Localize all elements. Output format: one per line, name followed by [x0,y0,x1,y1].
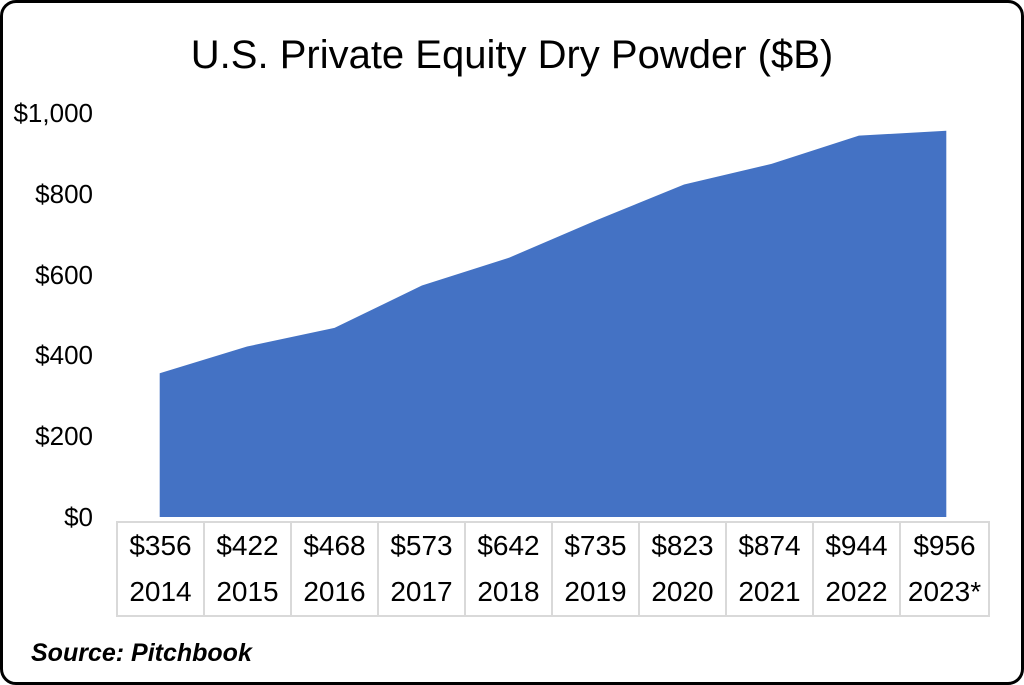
table-column: $642 2018 [466,523,553,615]
y-axis-tick-label: $1,000 [13,98,93,128]
year-cell: 2016 [303,576,366,607]
y-axis-tick-label: $600 [35,259,93,290]
year-cell: 2015 [216,576,279,607]
table-column: $356 2014 [118,523,205,615]
value-cell: $468 [303,530,366,561]
value-cell: $874 [738,530,801,561]
value-cell: $735 [564,530,627,561]
value-cell: $956 [913,530,976,561]
table-column: $422 2015 [205,523,292,615]
value-cell: $642 [477,530,540,561]
area-chart [159,130,947,518]
year-cell: 2018 [477,576,540,607]
y-axis: $1,000 $800 $600 $400 $200 $0 [3,3,93,682]
value-cell: $356 [129,530,192,561]
area-series [159,130,947,518]
value-cell: $573 [390,530,453,561]
year-cell: 2021 [738,576,801,607]
table-column: $956 2023* [901,523,988,615]
value-cell: $823 [651,530,714,561]
source-note: Source: Pitchbook [31,639,252,667]
year-cell: 2019 [564,576,627,607]
value-cell: $944 [825,530,888,561]
table-column: $823 2020 [640,523,727,615]
chart-title: U.S. Private Equity Dry Powder ($B) [190,33,834,77]
y-axis-tick-label: $800 [35,178,93,209]
table-column: $874 2021 [727,523,814,615]
year-cell: 2017 [390,576,453,607]
year-cell: 2023* [907,576,982,607]
data-table: $356 2014 $422 2015 $468 2016 $573 2017 $642 2018… [116,521,990,617]
y-axis-tick-label: $400 [35,340,93,371]
table-column: $573 2017 [379,523,466,615]
table-column: $735 2019 [553,523,640,615]
table-column: $944 2022 [814,523,901,615]
year-cell: 2022 [825,576,888,607]
year-cell: 2020 [651,576,714,607]
y-axis-tick-label: $200 [35,421,93,452]
value-cell: $422 [216,530,279,561]
table-column: $468 2016 [292,523,379,615]
y-axis-tick-label: $0 [64,502,93,532]
year-cell: 2014 [129,576,192,607]
